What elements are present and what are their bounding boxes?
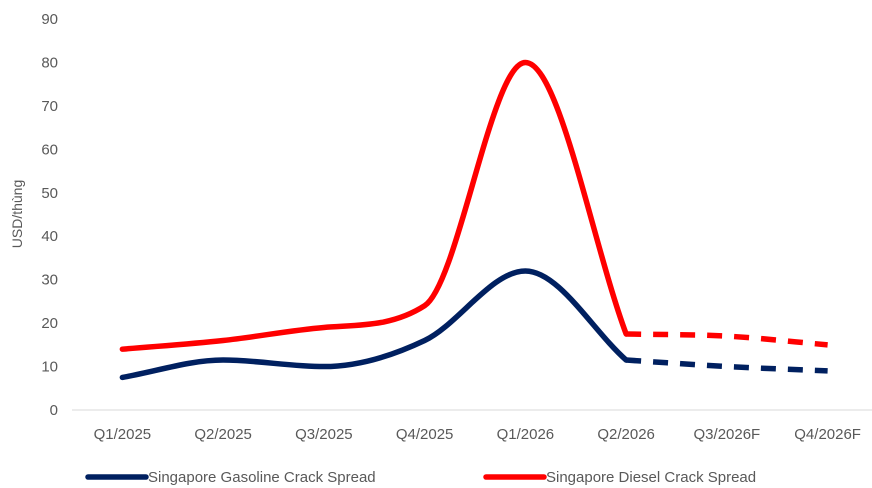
singapore-diesel-crack-spread-point [321, 324, 327, 330]
y-tick-label: 20 [41, 315, 58, 332]
x-tick-label: Q1/2026 [497, 426, 555, 443]
singapore-gasoline-crack-spread-point [522, 268, 528, 274]
y-tick-label: 70 [41, 98, 58, 115]
singapore-diesel-crack-spread-point [522, 59, 528, 65]
y-tick-label: 30 [41, 272, 58, 289]
singapore-gasoline-crack-spread-point [623, 357, 629, 363]
legend-label: Singapore Gasoline Crack Spread [148, 469, 376, 486]
x-tick-label: Q2/2026 [597, 426, 655, 443]
singapore-diesel-crack-spread-point [724, 333, 730, 339]
legend-item-singapore-diesel-crack-spread: Singapore Diesel Crack Spread [483, 469, 756, 486]
y-tick-label: 50 [41, 185, 58, 202]
singapore-diesel-crack-spread-point [422, 303, 428, 309]
singapore-diesel-crack-spread-point [119, 346, 125, 352]
x-tick-label: Q2/2025 [194, 426, 252, 443]
singapore-gasoline-crack-spread-point [422, 337, 428, 343]
singapore-gasoline-crack-spread-point [321, 364, 327, 370]
singapore-gasoline-crack-spread-actual-line [119, 268, 629, 381]
legend-label: Singapore Diesel Crack Spread [546, 469, 756, 486]
x-tick-label: Q4/2026F [794, 426, 861, 443]
singapore-gasoline-crack-spread-forecast-line [625, 357, 828, 374]
x-tick-label: Q3/2026F [694, 426, 761, 443]
x-axis-ticks: Q1/2025 Q2/2025 Q3/2025 Q4/2025 Q1/2026 Q2/20… [94, 426, 861, 443]
singapore-diesel-crack-spread-point [220, 337, 226, 343]
singapore-diesel-crack-spread-point [825, 342, 831, 348]
x-tick-label: Q3/2025 [295, 426, 353, 443]
y-tick-label: 80 [41, 54, 58, 71]
y-tick-label: 10 [41, 359, 58, 376]
singapore-diesel-crack-spread-point [623, 331, 629, 337]
y-axis-title: USD/thùng [9, 180, 25, 248]
singapore-diesel-crack-spread-actual-line [119, 59, 629, 352]
legend: Singapore Gasoline Crack Spread Singapore… [85, 469, 756, 486]
y-axis-ticks: 0 10 20 30 40 50 60 70 80 90 [41, 11, 58, 419]
singapore-gasoline-crack-spread-series [119, 268, 831, 381]
singapore-gasoline-crack-spread-point [724, 364, 730, 370]
singapore-diesel-crack-spread-forecast-line [626, 331, 828, 348]
y-tick-label: 0 [50, 402, 58, 419]
y-tick-label: 90 [41, 11, 58, 28]
series-layer [119, 59, 831, 381]
singapore-diesel-crack-spread-series [119, 59, 831, 352]
x-tick-label: Q4/2025 [396, 426, 454, 443]
singapore-gasoline-crack-spread-point [825, 368, 831, 374]
singapore-gasoline-crack-spread-point [119, 374, 125, 380]
x-tick-label: Q1/2025 [94, 426, 152, 443]
y-tick-label: 60 [41, 141, 58, 158]
y-tick-label: 40 [41, 228, 58, 245]
singapore-gasoline-crack-spread-point [220, 357, 226, 363]
legend-item-singapore-gasoline-crack-spread: Singapore Gasoline Crack Spread [85, 469, 376, 486]
